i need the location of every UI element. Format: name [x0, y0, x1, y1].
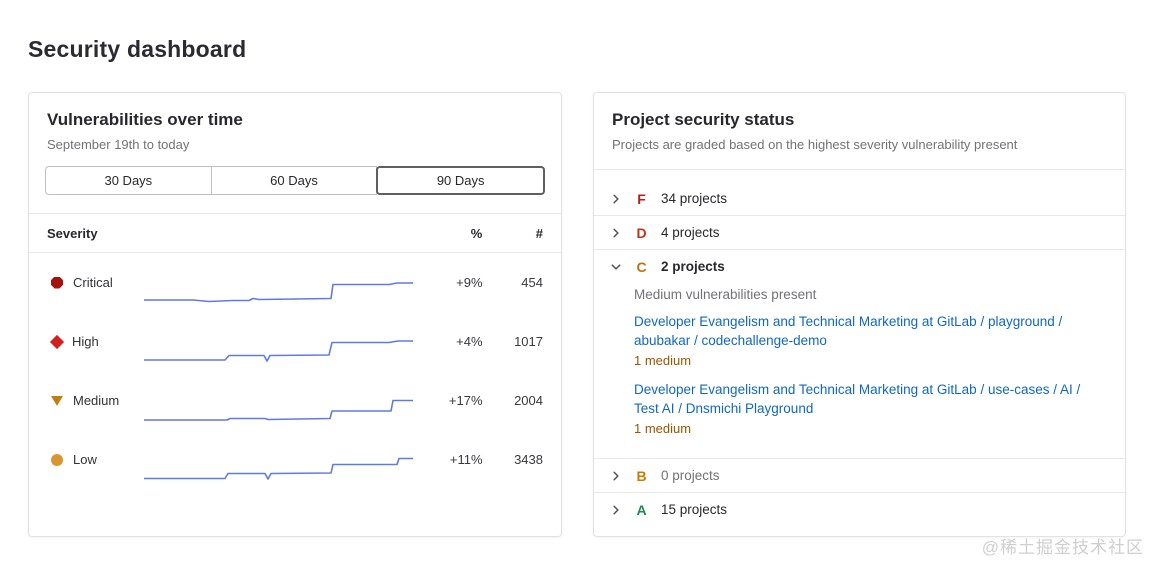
grade-row-a[interactable]: A 15 projects	[594, 493, 1125, 526]
grade-row-f[interactable]: F 34 projects	[594, 182, 1125, 215]
vulnerability-count: 454	[521, 275, 543, 290]
project-link[interactable]: Developer Evangelism and Technical Marke…	[634, 314, 1063, 348]
grade-section: D 4 projects	[594, 216, 1125, 250]
severity-row: High +4% 1017	[29, 312, 561, 371]
chevron-down-icon	[610, 261, 622, 273]
grade-row-b[interactable]: B 0 projects	[594, 459, 1125, 492]
severity-label: Critical	[73, 275, 113, 290]
low-severity-icon	[51, 453, 63, 466]
percent-change-value: +11%	[449, 452, 483, 467]
date-range-button-group: 30 Days 60 Days 90 Days	[45, 166, 546, 195]
watermark: @稀土掘金技术社区	[981, 538, 1144, 557]
sparkline-chart	[141, 392, 416, 426]
medium-severity-icon	[51, 395, 63, 406]
grade-project-count: 2 projects	[661, 259, 725, 274]
project-item: Developer Evangelism and Technical Marke…	[634, 380, 1101, 436]
grade-project-count: 15 projects	[661, 502, 728, 517]
grade-detail: Medium vulnerabilities present Developer…	[594, 283, 1125, 458]
percent-change-value: +17%	[448, 393, 483, 408]
panel-title: Vulnerabilities over time	[47, 110, 243, 129]
grade-section: C 2 projects Medium vulnerabilities pres…	[594, 250, 1125, 459]
severity-column-header: Severity	[47, 225, 98, 241]
divider	[594, 169, 1125, 170]
medium-count-badge: 1 medium	[634, 421, 692, 436]
chevron-right-icon	[610, 227, 622, 239]
percent-change-value: +4%	[456, 334, 483, 349]
grade-row-c[interactable]: C 2 projects	[594, 250, 1125, 283]
grade-letter: A	[636, 501, 647, 518]
severity-label: Low	[73, 452, 97, 467]
medium-count-badge: 1 medium	[634, 353, 692, 368]
grade-letter: D	[636, 224, 647, 241]
project-item: Developer Evangelism and Technical Marke…	[634, 312, 1101, 368]
vulnerability-count: 1017	[514, 334, 543, 349]
vulnerability-count: 3438	[514, 452, 543, 467]
date-range-button[interactable]: 30 Days	[45, 166, 212, 195]
count-column-header: #	[535, 225, 543, 241]
severity-table-header: Severity % #	[29, 214, 561, 253]
date-range-button[interactable]: 60 Days	[210, 166, 378, 195]
sparkline-chart	[141, 274, 416, 308]
grade-section: F 34 projects	[594, 182, 1125, 216]
chevron-right-icon	[610, 504, 622, 516]
severity-row: Low +11% 3438	[29, 430, 561, 489]
vulnerability-count: 2004	[514, 393, 543, 408]
percent-column-header: %	[470, 225, 483, 241]
date-range-button[interactable]: 90 Days	[376, 166, 546, 195]
project-link[interactable]: Developer Evangelism and Technical Marke…	[634, 382, 1081, 416]
severity-label: Medium	[73, 393, 120, 408]
percent-change-value: +9%	[456, 275, 483, 290]
severity-label: High	[72, 334, 99, 349]
severity-row: Critical +9% 454	[29, 253, 561, 312]
grade-section: B 0 projects	[594, 459, 1125, 493]
sparkline-chart	[141, 451, 416, 485]
chevron-right-icon	[610, 193, 622, 205]
grade-letter: C	[636, 258, 647, 275]
high-severity-icon	[49, 334, 65, 349]
grade-letter: F	[637, 190, 646, 207]
chevron-right-icon	[610, 470, 622, 482]
severity-table-body: Critical +9% 454 High +4% 1017 Medium +1…	[29, 253, 561, 489]
page-title: Security dashboard	[28, 36, 247, 62]
sparkline-chart	[141, 333, 416, 367]
grade-project-count: 0 projects	[661, 468, 720, 483]
project-security-status-panel: Project security status Projects are gra…	[593, 92, 1126, 537]
panel-subtitle: September 19th to today	[47, 137, 190, 152]
panel-subtitle: Projects are graded based on the highest…	[612, 137, 1018, 152]
grade-list: F 34 projects D 4 projects C 2 projects …	[594, 170, 1125, 526]
grade-row-d[interactable]: D 4 projects	[594, 216, 1125, 249]
panel-title: Project security status	[612, 110, 795, 129]
grade-project-count: 4 projects	[661, 225, 720, 240]
vulnerabilities-over-time-panel: Vulnerabilities over time September 19th…	[28, 92, 562, 537]
grade-description: Medium vulnerabilities present	[634, 287, 817, 302]
grade-letter: B	[636, 467, 647, 484]
critical-severity-icon	[51, 276, 63, 289]
severity-row: Medium +17% 2004	[29, 371, 561, 430]
grade-project-count: 34 projects	[661, 191, 728, 206]
divider	[29, 213, 561, 214]
grade-section: A 15 projects	[594, 493, 1125, 526]
